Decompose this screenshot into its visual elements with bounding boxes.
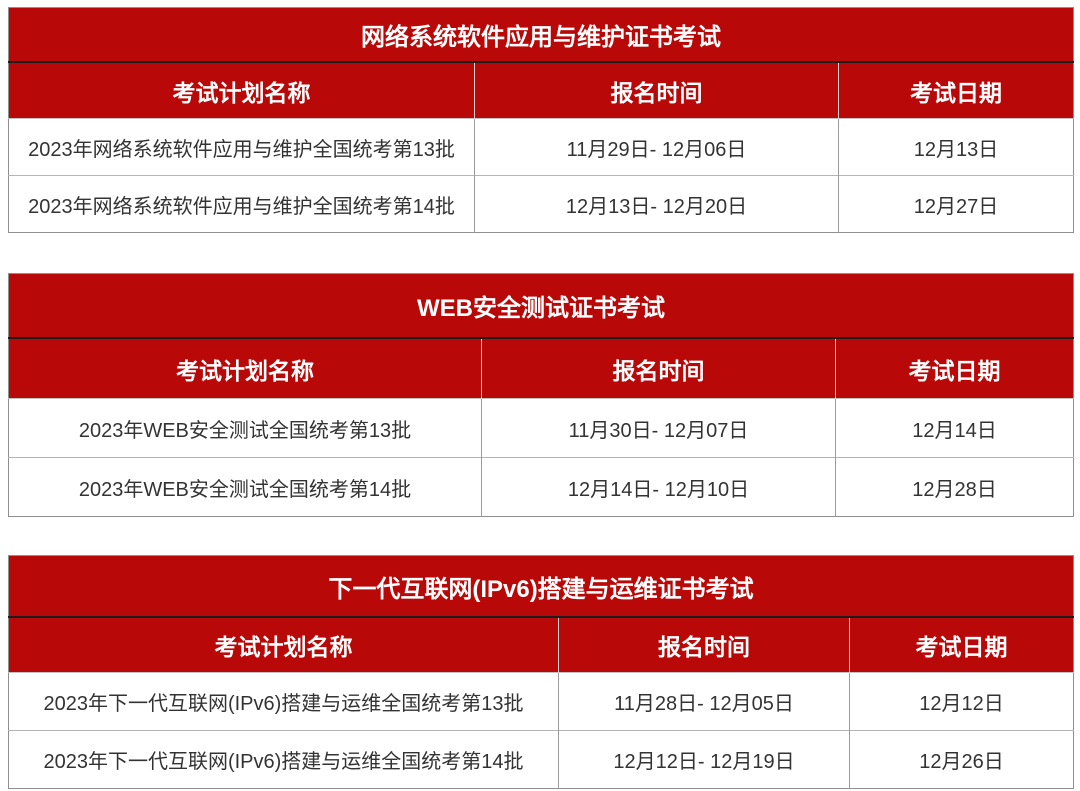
registration-period: 12月12日- 12月19日 xyxy=(558,730,850,789)
table-row: 2023年WEB安全测试全国统考第13批 11月30日- 12月07日 12月1… xyxy=(8,398,1074,458)
column-header-registration-time: 报名时间 xyxy=(481,338,836,399)
column-header-registration-time: 报名时间 xyxy=(558,617,850,673)
table-title-row: 网络系统软件应用与维护证书考试 xyxy=(8,7,1074,63)
exam-plan-name: 2023年网络系统软件应用与维护全国统考第14批 xyxy=(8,175,475,233)
registration-period: 12月13日- 12月20日 xyxy=(474,175,839,233)
column-header-exam-date: 考试日期 xyxy=(848,617,1074,673)
table-header-row: 考试计划名称 报名时间 考试日期 xyxy=(8,338,1074,399)
table-title-row: WEB安全测试证书考试 xyxy=(8,273,1074,339)
exam-plan-name: 2023年下一代互联网(IPv6)搭建与运维全国统考第13批 xyxy=(8,672,559,731)
table-row: 2023年网络系统软件应用与维护全国统考第14批 12月13日- 12月20日 … xyxy=(8,175,1074,233)
exam-plan-name: 2023年WEB安全测试全国统考第13批 xyxy=(8,398,482,458)
exam-table-web-security: WEB安全测试证书考试 考试计划名称 报名时间 考试日期 2023年WEB安全测… xyxy=(8,273,1074,517)
exam-plan-name: 2023年下一代互联网(IPv6)搭建与运维全国统考第14批 xyxy=(8,730,559,789)
exam-date: 12月12日 xyxy=(848,672,1074,731)
table-title: WEB安全测试证书考试 xyxy=(8,273,1074,339)
column-header-exam-date: 考试日期 xyxy=(837,62,1074,119)
exam-date: 12月13日 xyxy=(837,118,1074,176)
table-row: 2023年下一代互联网(IPv6)搭建与运维全国统考第14批 12月12日- 1… xyxy=(8,730,1074,789)
exam-date: 12月27日 xyxy=(837,175,1074,233)
table-header-row: 考试计划名称 报名时间 考试日期 xyxy=(8,617,1074,673)
table-row: 2023年下一代互联网(IPv6)搭建与运维全国统考第13批 11月28日- 1… xyxy=(8,672,1074,731)
exam-date: 12月26日 xyxy=(848,730,1074,789)
exam-plan-name: 2023年网络系统软件应用与维护全国统考第13批 xyxy=(8,118,475,176)
exam-date: 12月28日 xyxy=(835,457,1074,517)
exam-date: 12月14日 xyxy=(835,398,1074,458)
table-title: 下一代互联网(IPv6)搭建与运维证书考试 xyxy=(8,555,1074,618)
column-header-exam-date: 考试日期 xyxy=(835,338,1074,399)
registration-period: 11月28日- 12月05日 xyxy=(558,672,850,731)
exam-table-ipv6: 下一代互联网(IPv6)搭建与运维证书考试 考试计划名称 报名时间 考试日期 2… xyxy=(8,555,1075,789)
column-header-plan-name: 考试计划名称 xyxy=(8,617,559,673)
registration-period: 12月14日- 12月10日 xyxy=(481,457,836,517)
exam-table-network-software: 网络系统软件应用与维护证书考试 考试计划名称 报名时间 考试日期 2023年网络… xyxy=(8,7,1075,233)
table-header-row: 考试计划名称 报名时间 考试日期 xyxy=(8,62,1074,119)
table-row: 2023年WEB安全测试全国统考第14批 12月14日- 12月10日 12月2… xyxy=(8,457,1074,517)
registration-period: 11月30日- 12月07日 xyxy=(481,398,836,458)
exam-plan-name: 2023年WEB安全测试全国统考第14批 xyxy=(8,457,482,517)
column-header-plan-name: 考试计划名称 xyxy=(8,62,475,119)
registration-period: 11月29日- 12月06日 xyxy=(474,118,839,176)
table-row: 2023年网络系统软件应用与维护全国统考第13批 11月29日- 12月06日 … xyxy=(8,118,1074,176)
table-title: 网络系统软件应用与维护证书考试 xyxy=(8,7,1074,63)
column-header-plan-name: 考试计划名称 xyxy=(8,338,482,399)
column-header-registration-time: 报名时间 xyxy=(474,62,839,119)
table-title-row: 下一代互联网(IPv6)搭建与运维证书考试 xyxy=(8,555,1074,618)
